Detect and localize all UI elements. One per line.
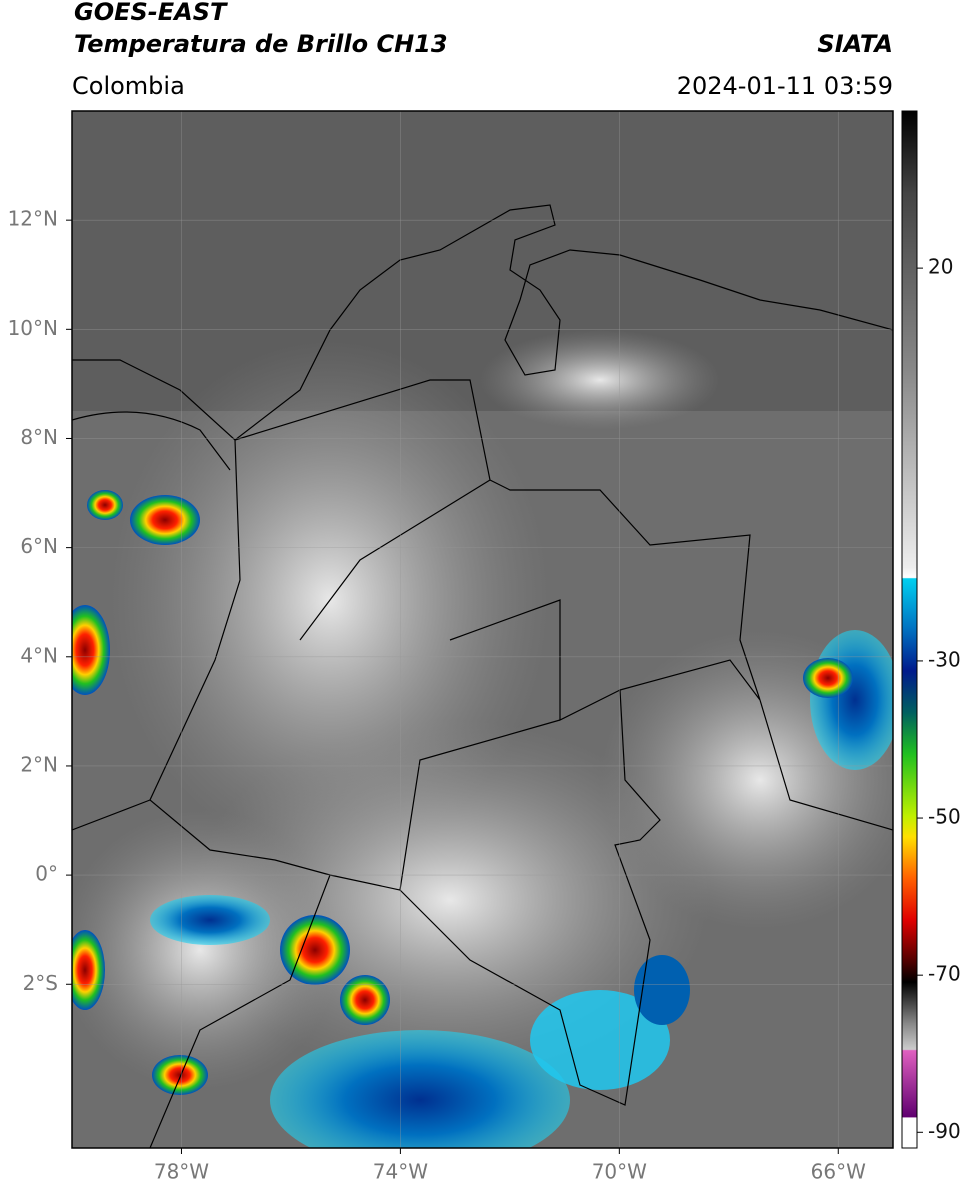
y-tick-label: 12°N <box>8 207 58 231</box>
y-tick-label: 2°S <box>23 971 58 995</box>
colorbar-tick-label: -90 <box>928 1119 961 1143</box>
x-tick-label: 66°W <box>811 1160 866 1184</box>
colorbar-tick-label: -50 <box>928 805 961 829</box>
colorbar-tick-label: 20 <box>928 255 953 279</box>
subtitle: Temperatura de Brillo CH13 <box>74 30 448 58</box>
colorbar-tick-label: -30 <box>928 647 961 671</box>
colorbar <box>901 110 918 1149</box>
y-tick-label: 2°N <box>20 752 58 776</box>
region: Colombia <box>72 72 185 100</box>
x-tick-label: 74°W <box>373 1160 428 1184</box>
y-tick-label: 0° <box>35 862 58 886</box>
y-tick-label: 8°N <box>20 425 58 449</box>
x-tick-label: 70°W <box>592 1160 647 1184</box>
y-tick-label: 10°N <box>8 316 58 340</box>
map-frame <box>71 110 894 1149</box>
title: GOES-EAST <box>74 0 228 26</box>
y-tick-label: 6°N <box>20 534 58 558</box>
source: SIATA <box>817 30 893 58</box>
graticule <box>72 111 893 1148</box>
map-image <box>72 111 893 1148</box>
colorbar-tick-label: -70 <box>928 962 961 986</box>
y-tick-label: 4°N <box>20 643 58 667</box>
x-tick-label: 78°W <box>154 1160 209 1184</box>
datetime: 2024-01-11 03:59 <box>677 72 893 100</box>
